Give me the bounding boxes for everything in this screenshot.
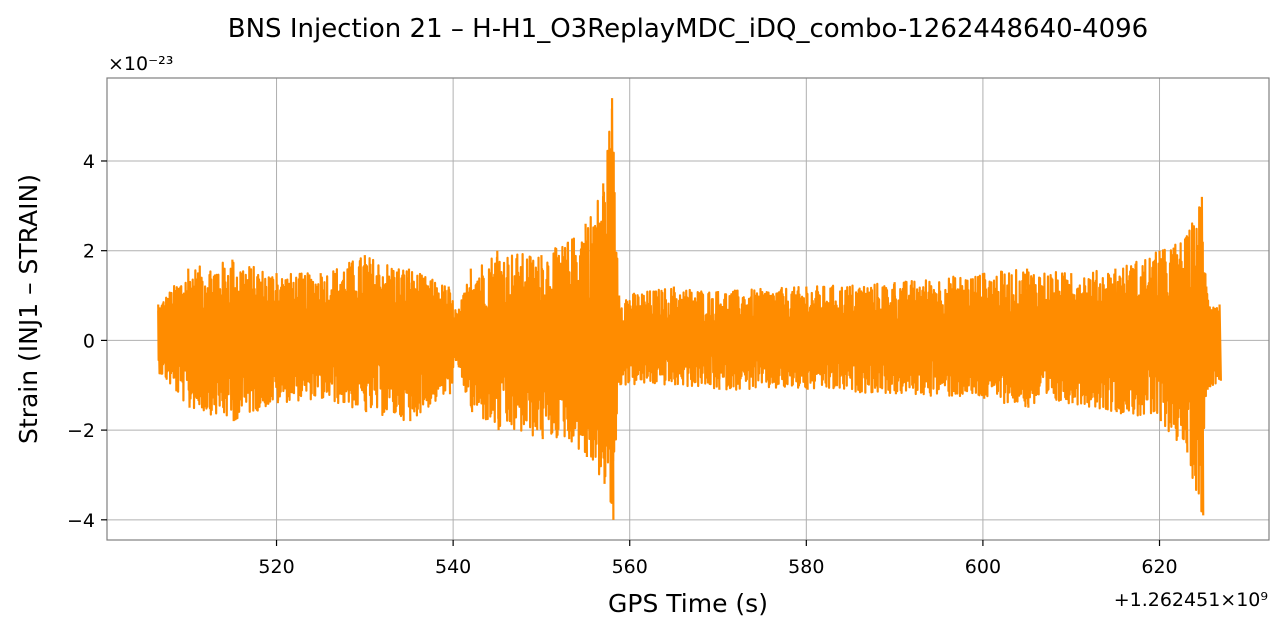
y-tick-label: 2 bbox=[83, 241, 95, 263]
x-tick-label: 580 bbox=[788, 556, 824, 578]
strain-series-line bbox=[157, 98, 1222, 520]
x-tick-label: 560 bbox=[612, 556, 648, 578]
y-axis-label: Strain (INJ1 – STRAIN) bbox=[14, 174, 43, 444]
x-axis-label: GPS Time (s) bbox=[608, 589, 768, 618]
x-tick-label: 520 bbox=[258, 556, 294, 578]
plot-frame bbox=[106, 77, 1270, 541]
y-tick-label: 0 bbox=[83, 330, 95, 352]
y-tick-label: 4 bbox=[83, 151, 95, 173]
x-offset-label: +1.262451×10⁹ bbox=[1114, 589, 1268, 611]
y-scale-label: ×10⁻²³ bbox=[108, 53, 173, 75]
tick-layer: 520 540 560 580 600 620 −4 −2 0 2 4 bbox=[67, 151, 1178, 578]
x-tick-label: 600 bbox=[965, 556, 1001, 578]
y-tick-label: −4 bbox=[67, 510, 95, 532]
data-layer bbox=[157, 98, 1222, 520]
y-tick-label: −2 bbox=[67, 420, 95, 442]
x-tick-label: 620 bbox=[1141, 556, 1177, 578]
chart-title: BNS Injection 21 – H-H1_O3ReplayMDC_iDQ_… bbox=[228, 14, 1148, 44]
x-tick-label: 540 bbox=[435, 556, 471, 578]
